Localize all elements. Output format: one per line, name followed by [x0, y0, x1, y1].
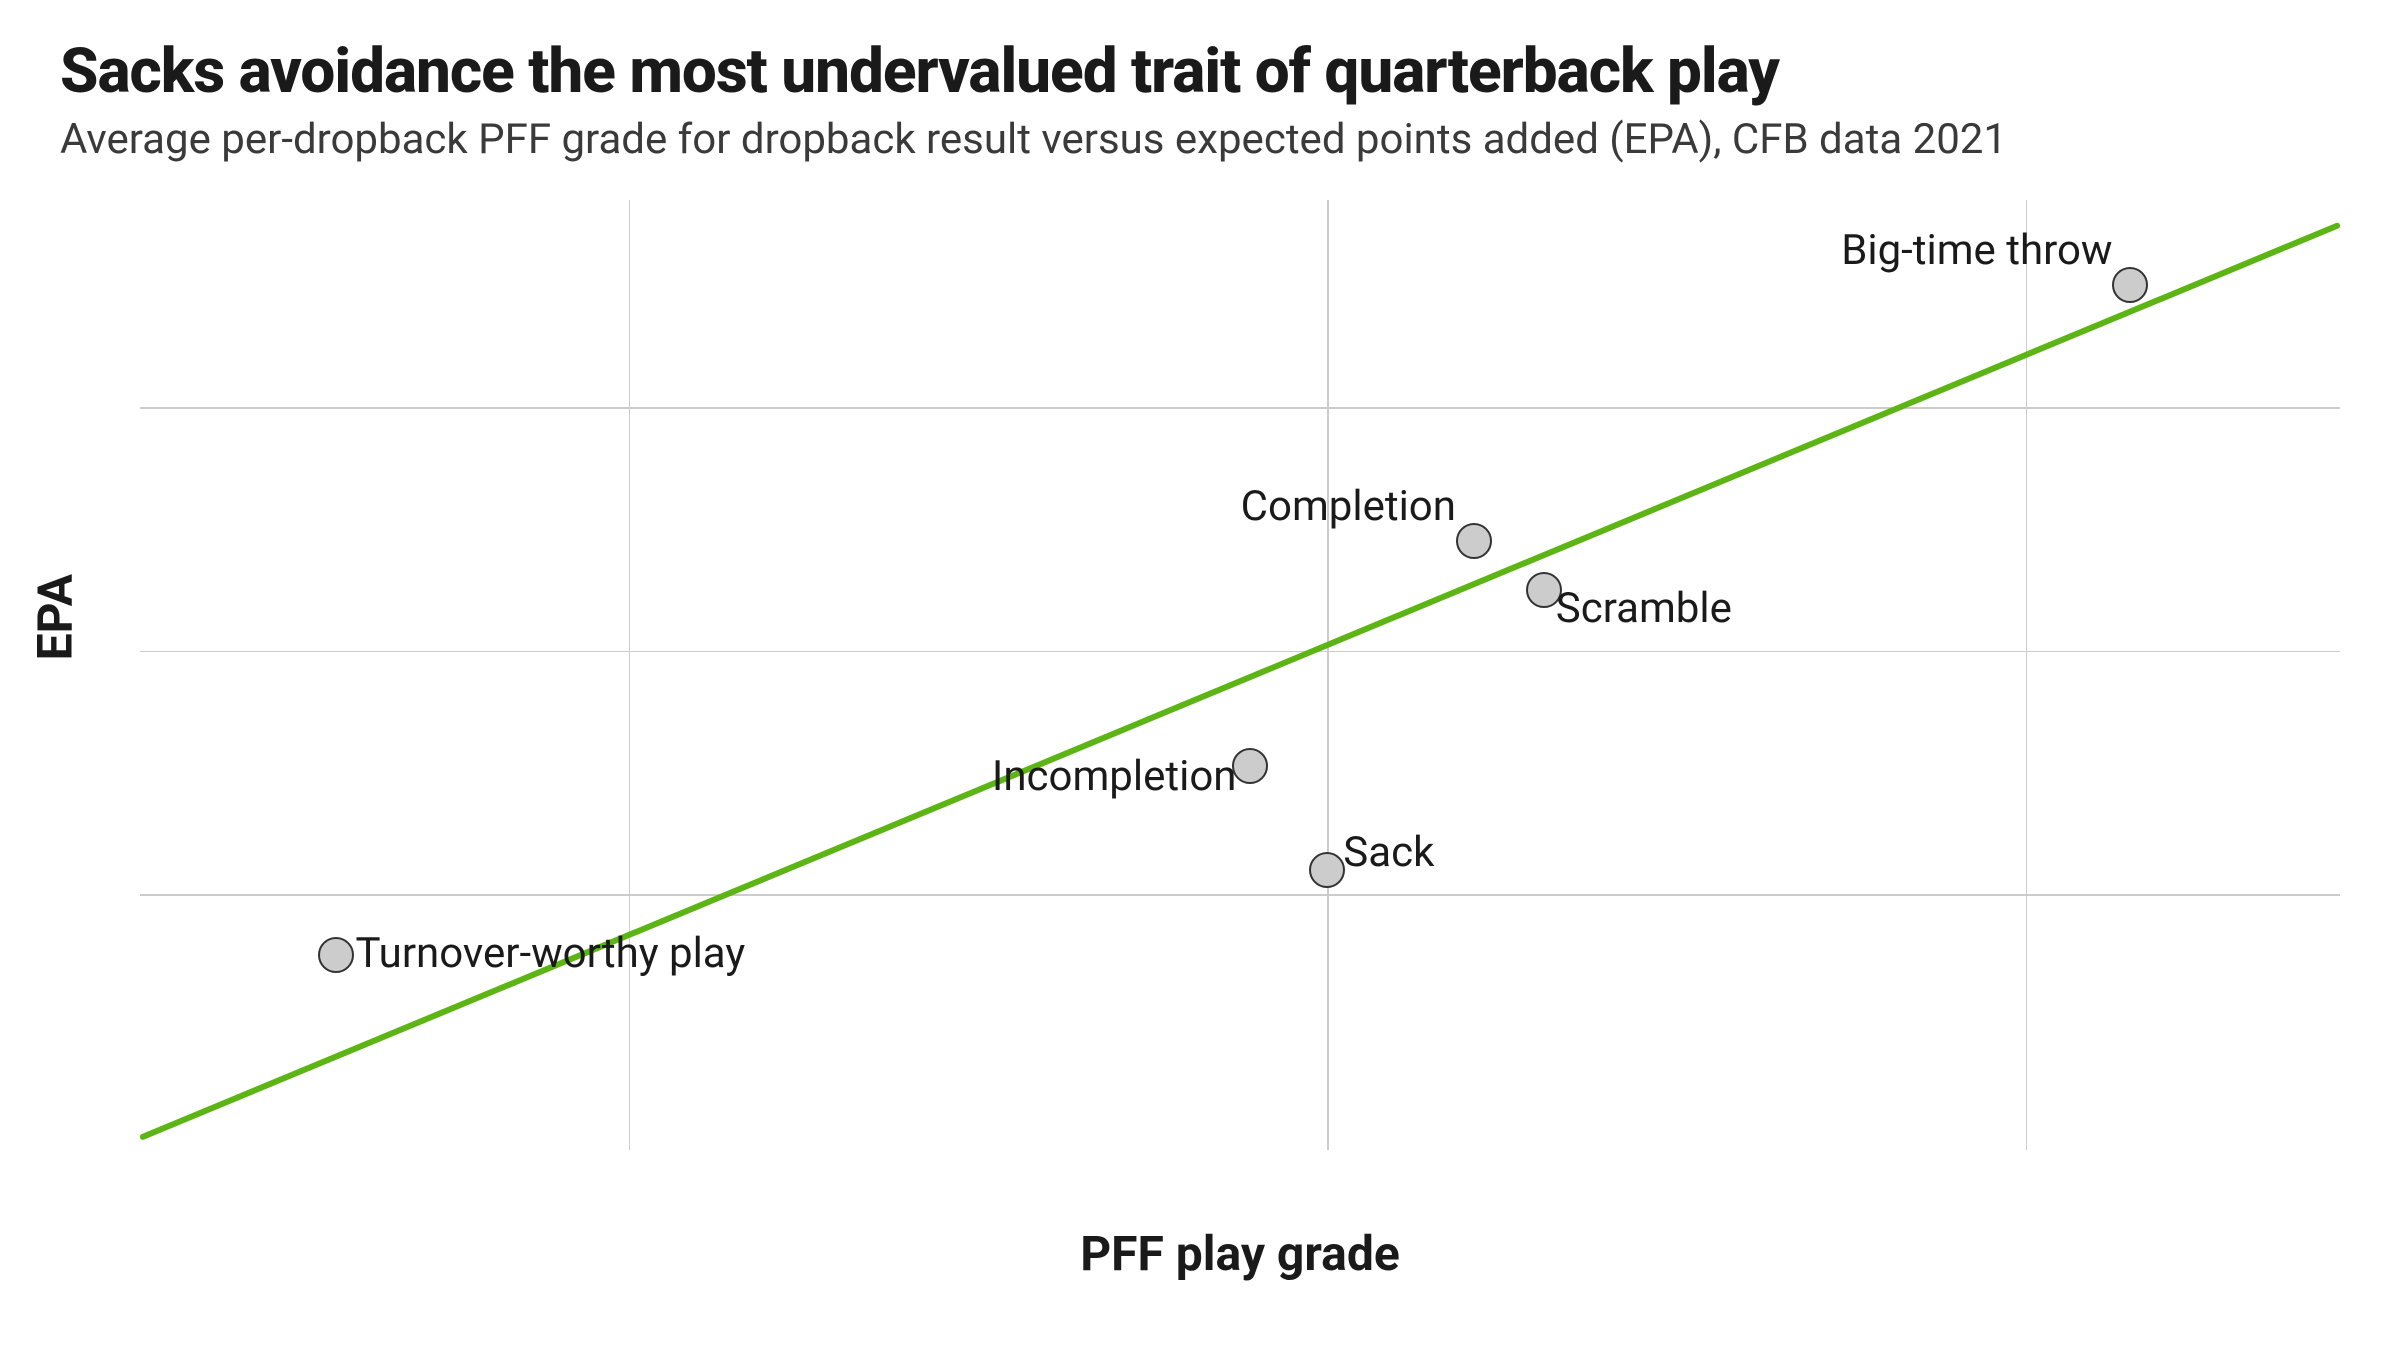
- data-point-label: Turnover-worthy play: [356, 929, 746, 978]
- grid-line-vertical: [1327, 200, 1329, 1150]
- grid-line-vertical: [2026, 200, 2028, 1150]
- data-point: [1232, 748, 1268, 784]
- y-axis-title: EPA: [27, 574, 84, 660]
- data-point-label: Big-time throw: [1841, 226, 2112, 275]
- data-point: [318, 937, 354, 973]
- plot-area: -101-202Turnover-worthy playIncompletion…: [140, 200, 2340, 1150]
- data-point-label: Incompletion: [992, 752, 1237, 801]
- grid-line-vertical: [629, 200, 631, 1150]
- grid-line-horizontal: [140, 407, 2340, 409]
- trend-line: [140, 222, 2340, 1141]
- grid-line-horizontal: [140, 651, 2340, 653]
- chart-title: Sacks avoidance the most undervalued tra…: [60, 35, 1779, 108]
- chart-container: Sacks avoidance the most undervalued tra…: [0, 0, 2400, 1350]
- x-axis-title: PFF play grade: [1080, 1225, 1400, 1282]
- data-point-label: Scramble: [1556, 584, 1732, 633]
- grid-line-horizontal: [140, 894, 2340, 896]
- data-point: [2112, 267, 2148, 303]
- data-point: [1456, 523, 1492, 559]
- data-point-label: Sack: [1343, 828, 1434, 877]
- data-point: [1309, 852, 1345, 888]
- chart-subtitle: Average per-dropback PFF grade for dropb…: [60, 115, 2007, 164]
- data-point-label: Completion: [1241, 482, 1456, 531]
